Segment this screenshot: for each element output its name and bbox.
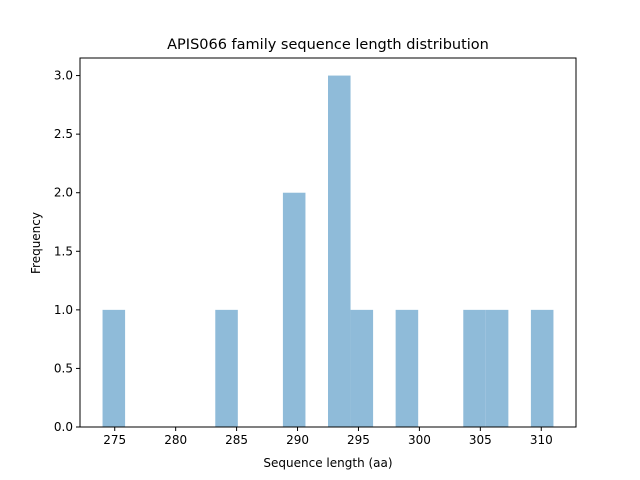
y-tick-label: 3.0 bbox=[54, 69, 73, 83]
x-tick-label: 305 bbox=[469, 433, 492, 447]
x-tick-label: 275 bbox=[103, 433, 126, 447]
y-tick-label: 1.5 bbox=[54, 244, 73, 258]
y-tick-label: 2.0 bbox=[54, 186, 73, 200]
histogram-bar bbox=[282, 192, 306, 427]
y-tick-label: 1.0 bbox=[54, 303, 73, 317]
x-tick-label: 295 bbox=[347, 433, 370, 447]
y-axis-label: Frequency bbox=[29, 212, 43, 274]
histogram-bar bbox=[328, 75, 351, 428]
x-axis-label: Sequence length (aa) bbox=[263, 456, 392, 470]
histogram-bar bbox=[485, 309, 509, 427]
x-tick-label: 290 bbox=[286, 433, 309, 447]
y-tick-label: 0.5 bbox=[54, 361, 73, 375]
histogram-bar bbox=[350, 309, 374, 427]
x-tick-label: 300 bbox=[408, 433, 431, 447]
y-tick-label: 2.5 bbox=[54, 127, 73, 141]
x-tick-label: 310 bbox=[530, 433, 553, 447]
histogram-bar bbox=[215, 309, 238, 427]
x-tick-label: 285 bbox=[225, 433, 248, 447]
y-tick-label: 0.0 bbox=[54, 420, 73, 434]
axes-frame bbox=[79, 57, 577, 428]
chart-title: APIS066 family sequence length distribut… bbox=[167, 37, 489, 53]
histogram-bar bbox=[463, 309, 486, 427]
histogram-bar bbox=[395, 309, 419, 427]
histogram-bar bbox=[530, 309, 554, 427]
histogram-bar bbox=[102, 309, 126, 427]
x-tick-label: 280 bbox=[164, 433, 187, 447]
